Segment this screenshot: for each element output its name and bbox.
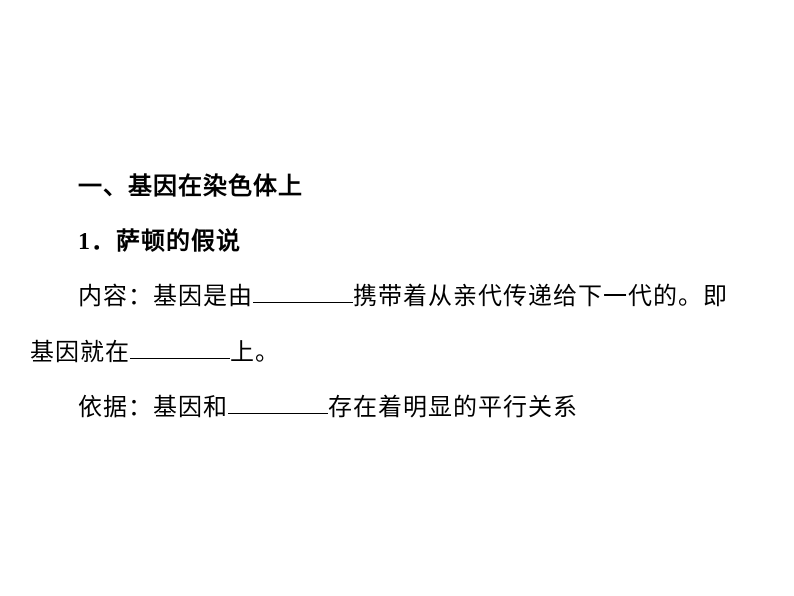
- basis-text-1: 依据：基因和: [78, 395, 228, 421]
- content-text-3: 基因就在: [30, 340, 130, 366]
- fill-blank-1[interactable]: [253, 279, 353, 303]
- content-line-1: 内容：基因是由 携带着从亲代传递给下一代的。即: [30, 270, 764, 325]
- content-text-2: 携带着从亲代传递给下一代的。即: [353, 284, 728, 310]
- fill-blank-2[interactable]: [130, 335, 230, 359]
- content-line-2: 基因就在 上。: [30, 326, 764, 381]
- document-content: 一、基因在染色体上 1．萨顿的假说 内容：基因是由 携带着从亲代传递给下一代的。即…: [30, 160, 764, 436]
- fill-blank-3[interactable]: [228, 390, 328, 414]
- subsection-heading: 1．萨顿的假说: [30, 215, 764, 270]
- content-text-4: 上。: [230, 340, 280, 366]
- basis-line: 依据：基因和 存在着明显的平行关系: [30, 381, 764, 436]
- section-heading: 一、基因在染色体上: [30, 160, 764, 215]
- heading-text: 一、基因在染色体上: [78, 174, 303, 200]
- subheading-text: 1．萨顿的假说: [78, 229, 241, 255]
- basis-text-2: 存在着明显的平行关系: [328, 395, 578, 421]
- content-text-1: 内容：基因是由: [78, 284, 253, 310]
